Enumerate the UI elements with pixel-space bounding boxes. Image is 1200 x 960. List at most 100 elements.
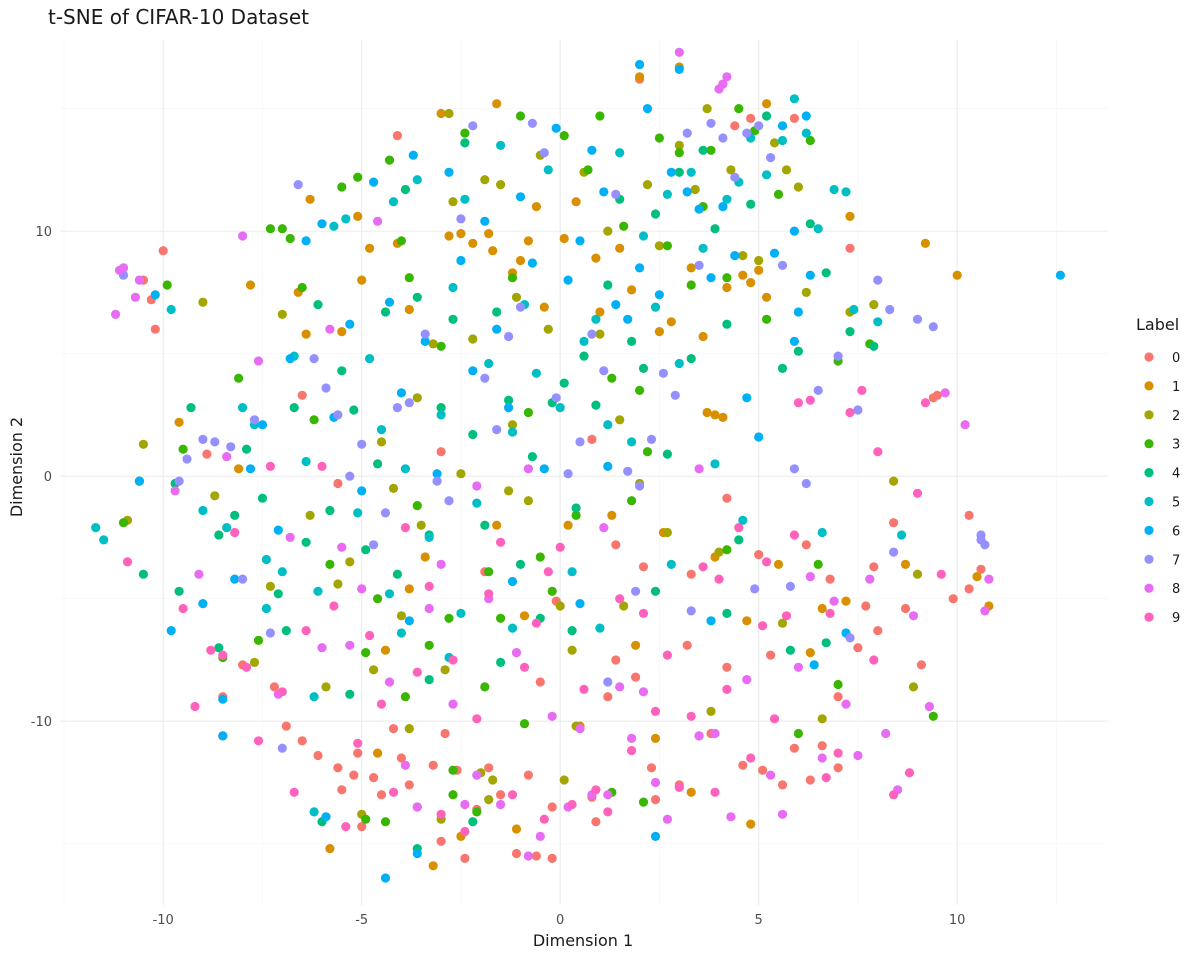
data-point <box>865 574 875 584</box>
data-point <box>559 233 569 244</box>
data-point <box>785 581 796 592</box>
data-point <box>333 579 343 589</box>
data-point <box>900 559 911 570</box>
data-point <box>686 354 696 364</box>
data-point <box>777 121 788 131</box>
data-point <box>504 395 514 405</box>
data-point <box>631 672 641 682</box>
series-5 <box>91 94 907 817</box>
data-point <box>535 831 545 842</box>
data-point <box>845 211 855 221</box>
data-point <box>706 706 716 717</box>
data-point <box>686 569 696 579</box>
data-point <box>873 317 883 327</box>
data-point <box>873 626 883 636</box>
data-point <box>523 770 534 780</box>
data-point <box>690 184 700 195</box>
data-point <box>654 241 665 251</box>
data-point <box>813 224 823 234</box>
data-point <box>571 197 581 207</box>
data-point <box>567 567 577 577</box>
data-point <box>230 510 240 520</box>
data-point <box>484 795 494 805</box>
data-point <box>345 557 355 567</box>
legend-label: 8 <box>1172 582 1180 597</box>
data-point <box>817 714 827 724</box>
data-point <box>488 246 498 256</box>
scatter-points <box>91 47 1065 883</box>
data-point <box>357 584 367 594</box>
data-point <box>444 496 454 506</box>
data-point <box>793 398 804 408</box>
data-point <box>182 454 192 464</box>
data-point <box>627 746 637 756</box>
data-point <box>579 684 589 695</box>
data-point <box>444 108 454 119</box>
data-point <box>635 385 645 395</box>
data-point <box>337 366 347 376</box>
data-point <box>666 559 676 570</box>
data-point <box>531 618 542 628</box>
data-point <box>817 603 827 614</box>
data-point <box>817 527 827 538</box>
data-point <box>484 763 494 773</box>
data-point <box>365 243 375 253</box>
data-point <box>496 180 506 190</box>
data-point <box>710 410 720 420</box>
data-point <box>710 224 720 234</box>
data-point <box>686 167 696 177</box>
data-point <box>269 682 279 692</box>
series-0 <box>138 74 986 864</box>
data-point <box>404 584 414 594</box>
data-point <box>456 255 466 266</box>
legend-item: 1 <box>1144 380 1180 395</box>
data-point <box>900 603 911 614</box>
data-point <box>654 327 665 337</box>
data-point <box>710 728 720 739</box>
data-point <box>460 826 470 837</box>
data-point <box>472 481 482 491</box>
data-point <box>222 452 232 462</box>
data-point <box>448 282 458 293</box>
data-point <box>559 131 569 141</box>
data-point <box>480 216 490 226</box>
data-point <box>638 562 649 572</box>
data-point <box>480 682 490 692</box>
data-point <box>587 145 597 155</box>
data-point <box>492 99 502 109</box>
y-tick-label: -10 <box>31 715 52 730</box>
data-point <box>742 675 752 685</box>
data-point <box>638 231 649 241</box>
data-point <box>365 630 375 641</box>
data-point <box>686 711 696 721</box>
data-point <box>591 253 601 263</box>
data-point <box>857 385 867 395</box>
data-point <box>567 626 577 636</box>
data-point <box>357 486 367 496</box>
data-point <box>833 679 843 690</box>
data-point <box>507 273 518 283</box>
data-point <box>130 292 140 302</box>
data-point <box>404 398 414 408</box>
data-point <box>889 476 899 486</box>
data-point <box>396 611 406 621</box>
data-point <box>615 594 625 604</box>
data-point <box>587 434 597 444</box>
data-point <box>642 447 653 457</box>
data-point <box>277 687 287 697</box>
y-tick-label: 0 <box>44 470 52 485</box>
data-point <box>638 608 649 619</box>
data-point <box>428 339 438 349</box>
data-point <box>912 488 923 498</box>
data-point <box>285 354 295 364</box>
data-point <box>349 770 359 780</box>
data-point <box>436 108 446 119</box>
data-point <box>468 334 478 344</box>
legend-key <box>1144 612 1154 622</box>
data-point <box>758 765 768 775</box>
data-point <box>603 807 613 817</box>
data-point <box>650 795 661 805</box>
data-point <box>523 496 534 506</box>
data-point <box>543 324 553 334</box>
data-point <box>904 768 915 778</box>
